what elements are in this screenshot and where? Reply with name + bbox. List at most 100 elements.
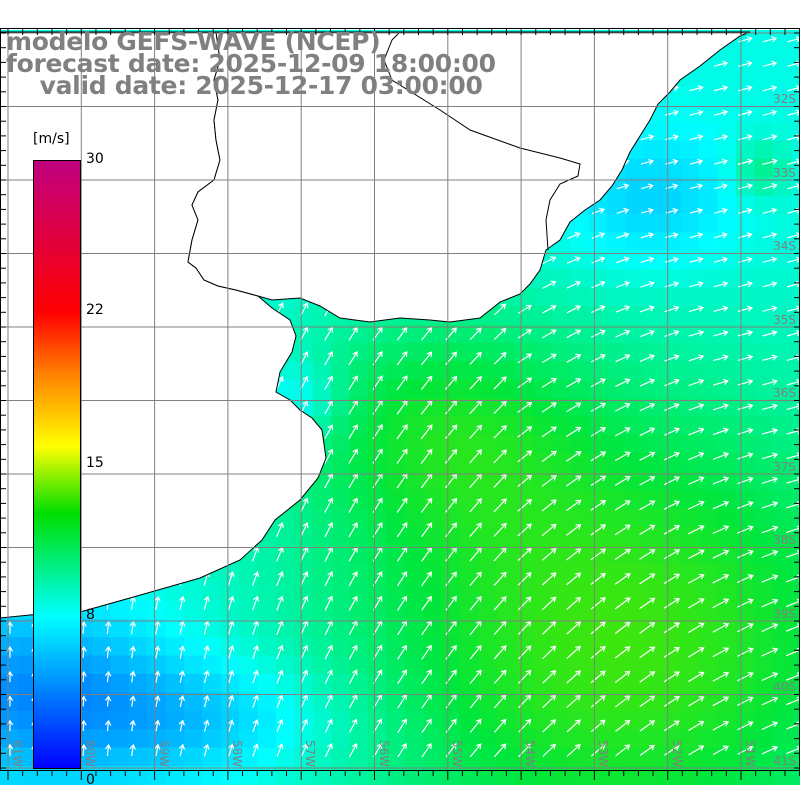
wind-arrow [566,596,582,610]
wind-cell [644,398,663,417]
wind-cell [662,729,682,749]
wind-cell [220,710,240,730]
wind-cell [515,508,535,528]
wind-arrow [761,623,779,633]
wind-cell [644,122,663,141]
wind-cell [478,674,498,693]
wind-arrow [348,522,358,538]
wind-cell [165,747,185,767]
wind-cell [625,600,645,620]
wind-cell [570,232,590,252]
wind-cell [349,582,369,601]
wind-cell [331,600,351,620]
wind-cell [460,324,479,344]
wind-cell [717,582,737,601]
wind-cell [496,361,516,381]
wind-cell [92,674,111,693]
wind-cell [662,747,682,767]
wind-arrow [614,427,631,437]
wind-cell [404,453,424,473]
wind-arrow [421,644,432,660]
wind-arrow [276,375,284,390]
wind-arrow [542,645,557,660]
wind-cell [607,618,627,638]
wind-cell [496,453,516,473]
wind-cell [644,618,663,638]
wind-arrow [397,595,408,611]
wind-cell [533,434,553,454]
wind-cell [680,674,700,693]
wind-cell [496,471,516,491]
wind-cell [220,582,240,601]
wind-cell [496,692,516,712]
wind-cell [184,582,203,601]
wind-arrow [689,158,704,165]
wind-cell [257,747,277,767]
wind-arrow [227,595,235,611]
wind-arrow [566,670,582,684]
wind-cell [147,655,167,675]
wind-cell [736,637,755,657]
wind-arrow [566,402,582,413]
wind-cell [423,729,443,749]
wind-cell [552,692,571,712]
lat-label: 39S [773,606,796,621]
wind-cell [754,214,774,233]
wind-cell [736,582,755,601]
wind-arrow [129,620,136,635]
wind-arrow [689,134,704,141]
wind-cell [478,490,498,509]
wind-cell [754,195,774,215]
wind-cell [533,618,553,638]
wind-cell [552,471,571,491]
wind-cell [680,177,700,197]
wind-cell [717,287,737,307]
wind-cell [478,434,498,454]
wind-cell [128,710,148,730]
wind-cell [533,766,553,785]
wind-arrow [469,497,483,513]
wind-cell [644,342,663,362]
wind-cell [754,250,774,270]
wind-cell [441,490,461,509]
wind-arrow [639,305,655,313]
wind-arrow [541,572,557,586]
wind-cell [644,600,663,620]
wind-arrow [420,351,433,366]
wind-cell [754,66,774,86]
wind-cell [460,655,479,675]
wind-cell [331,710,351,730]
wind-cell [717,140,737,160]
wind-cell [754,490,774,509]
wind-arrow [664,354,680,362]
wind-cell [147,600,167,620]
wind-cell [772,324,792,344]
wind-cell [754,582,774,601]
wind-cell [349,674,369,693]
wind-cell [772,600,792,620]
wind-cell [772,471,792,491]
wind-arrow [80,645,87,658]
wind-arrow [712,745,729,756]
wind-arrow [517,426,533,438]
wind-cell [570,729,590,749]
wind-arrow [396,571,408,587]
wind-arrow [639,720,656,732]
wind-cell [772,526,792,546]
wind-arrow [761,549,779,559]
land-mass-uruguay [187,31,751,323]
wind-cell [699,269,719,289]
wind-cell [570,361,590,381]
wind-cell [294,600,314,620]
wind-cell [423,398,443,417]
wind-arrow [324,424,334,440]
wind-arrow [590,499,607,511]
wind-cell [496,747,516,767]
wind-cell [404,508,424,528]
wind-arrow [421,327,433,341]
wind-arrow [762,281,778,288]
wind-arrow [276,718,284,733]
wind-cell [165,637,185,657]
wind-cell [754,361,774,381]
wind-cell [404,747,424,767]
